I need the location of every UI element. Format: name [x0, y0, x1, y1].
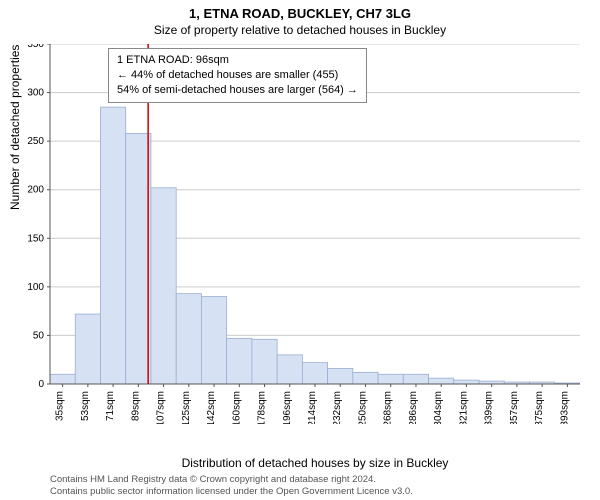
- svg-text:375sqm: 375sqm: [534, 391, 545, 424]
- svg-text:35sqm: 35sqm: [55, 391, 66, 421]
- svg-text:0: 0: [38, 379, 44, 390]
- svg-text:304sqm: 304sqm: [433, 391, 444, 424]
- svg-text:100: 100: [27, 282, 44, 293]
- svg-text:178sqm: 178sqm: [257, 391, 268, 424]
- info-box: 1 ETNA ROAD: 96sqm ← 44% of detached hou…: [108, 48, 367, 103]
- info-line-3: 54% of semi-detached houses are larger (…: [117, 83, 358, 98]
- info-line-1: 1 ETNA ROAD: 96sqm: [117, 53, 358, 68]
- credits-line-1: Contains HM Land Registry data © Crown c…: [50, 474, 413, 486]
- svg-text:357sqm: 357sqm: [509, 391, 520, 424]
- svg-text:214sqm: 214sqm: [307, 391, 318, 424]
- svg-text:393sqm: 393sqm: [559, 391, 570, 424]
- svg-text:125sqm: 125sqm: [181, 391, 192, 424]
- svg-text:250: 250: [27, 136, 44, 147]
- svg-text:232sqm: 232sqm: [332, 391, 343, 424]
- svg-text:339sqm: 339sqm: [484, 391, 495, 424]
- svg-text:50: 50: [33, 330, 45, 341]
- svg-text:196sqm: 196sqm: [282, 391, 293, 424]
- credits-line-2: Contains public sector information licen…: [50, 486, 413, 498]
- svg-text:160sqm: 160sqm: [231, 391, 242, 424]
- svg-text:89sqm: 89sqm: [130, 391, 141, 421]
- svg-text:200: 200: [27, 185, 44, 196]
- svg-text:350: 350: [27, 44, 44, 50]
- x-axis-label: Distribution of detached houses by size …: [50, 456, 580, 470]
- credits: Contains HM Land Registry data © Crown c…: [50, 474, 413, 498]
- chart-area: 05010015020025030035035sqm53sqm71sqm89sq…: [50, 44, 580, 424]
- chart-subtitle: Size of property relative to detached ho…: [0, 21, 600, 37]
- svg-text:150: 150: [27, 233, 44, 244]
- svg-text:300: 300: [27, 88, 44, 99]
- svg-text:321sqm: 321sqm: [458, 391, 469, 424]
- svg-text:107sqm: 107sqm: [156, 391, 167, 424]
- svg-text:286sqm: 286sqm: [408, 391, 419, 424]
- chart-title: 1, ETNA ROAD, BUCKLEY, CH7 3LG: [0, 0, 600, 21]
- svg-text:250sqm: 250sqm: [357, 391, 368, 424]
- svg-text:71sqm: 71sqm: [105, 391, 116, 421]
- svg-text:53sqm: 53sqm: [80, 391, 91, 421]
- svg-text:142sqm: 142sqm: [206, 391, 217, 424]
- svg-text:268sqm: 268sqm: [383, 391, 394, 424]
- info-line-2: ← 44% of detached houses are smaller (45…: [117, 68, 358, 83]
- chart-container: 1, ETNA ROAD, BUCKLEY, CH7 3LG Size of p…: [0, 0, 600, 500]
